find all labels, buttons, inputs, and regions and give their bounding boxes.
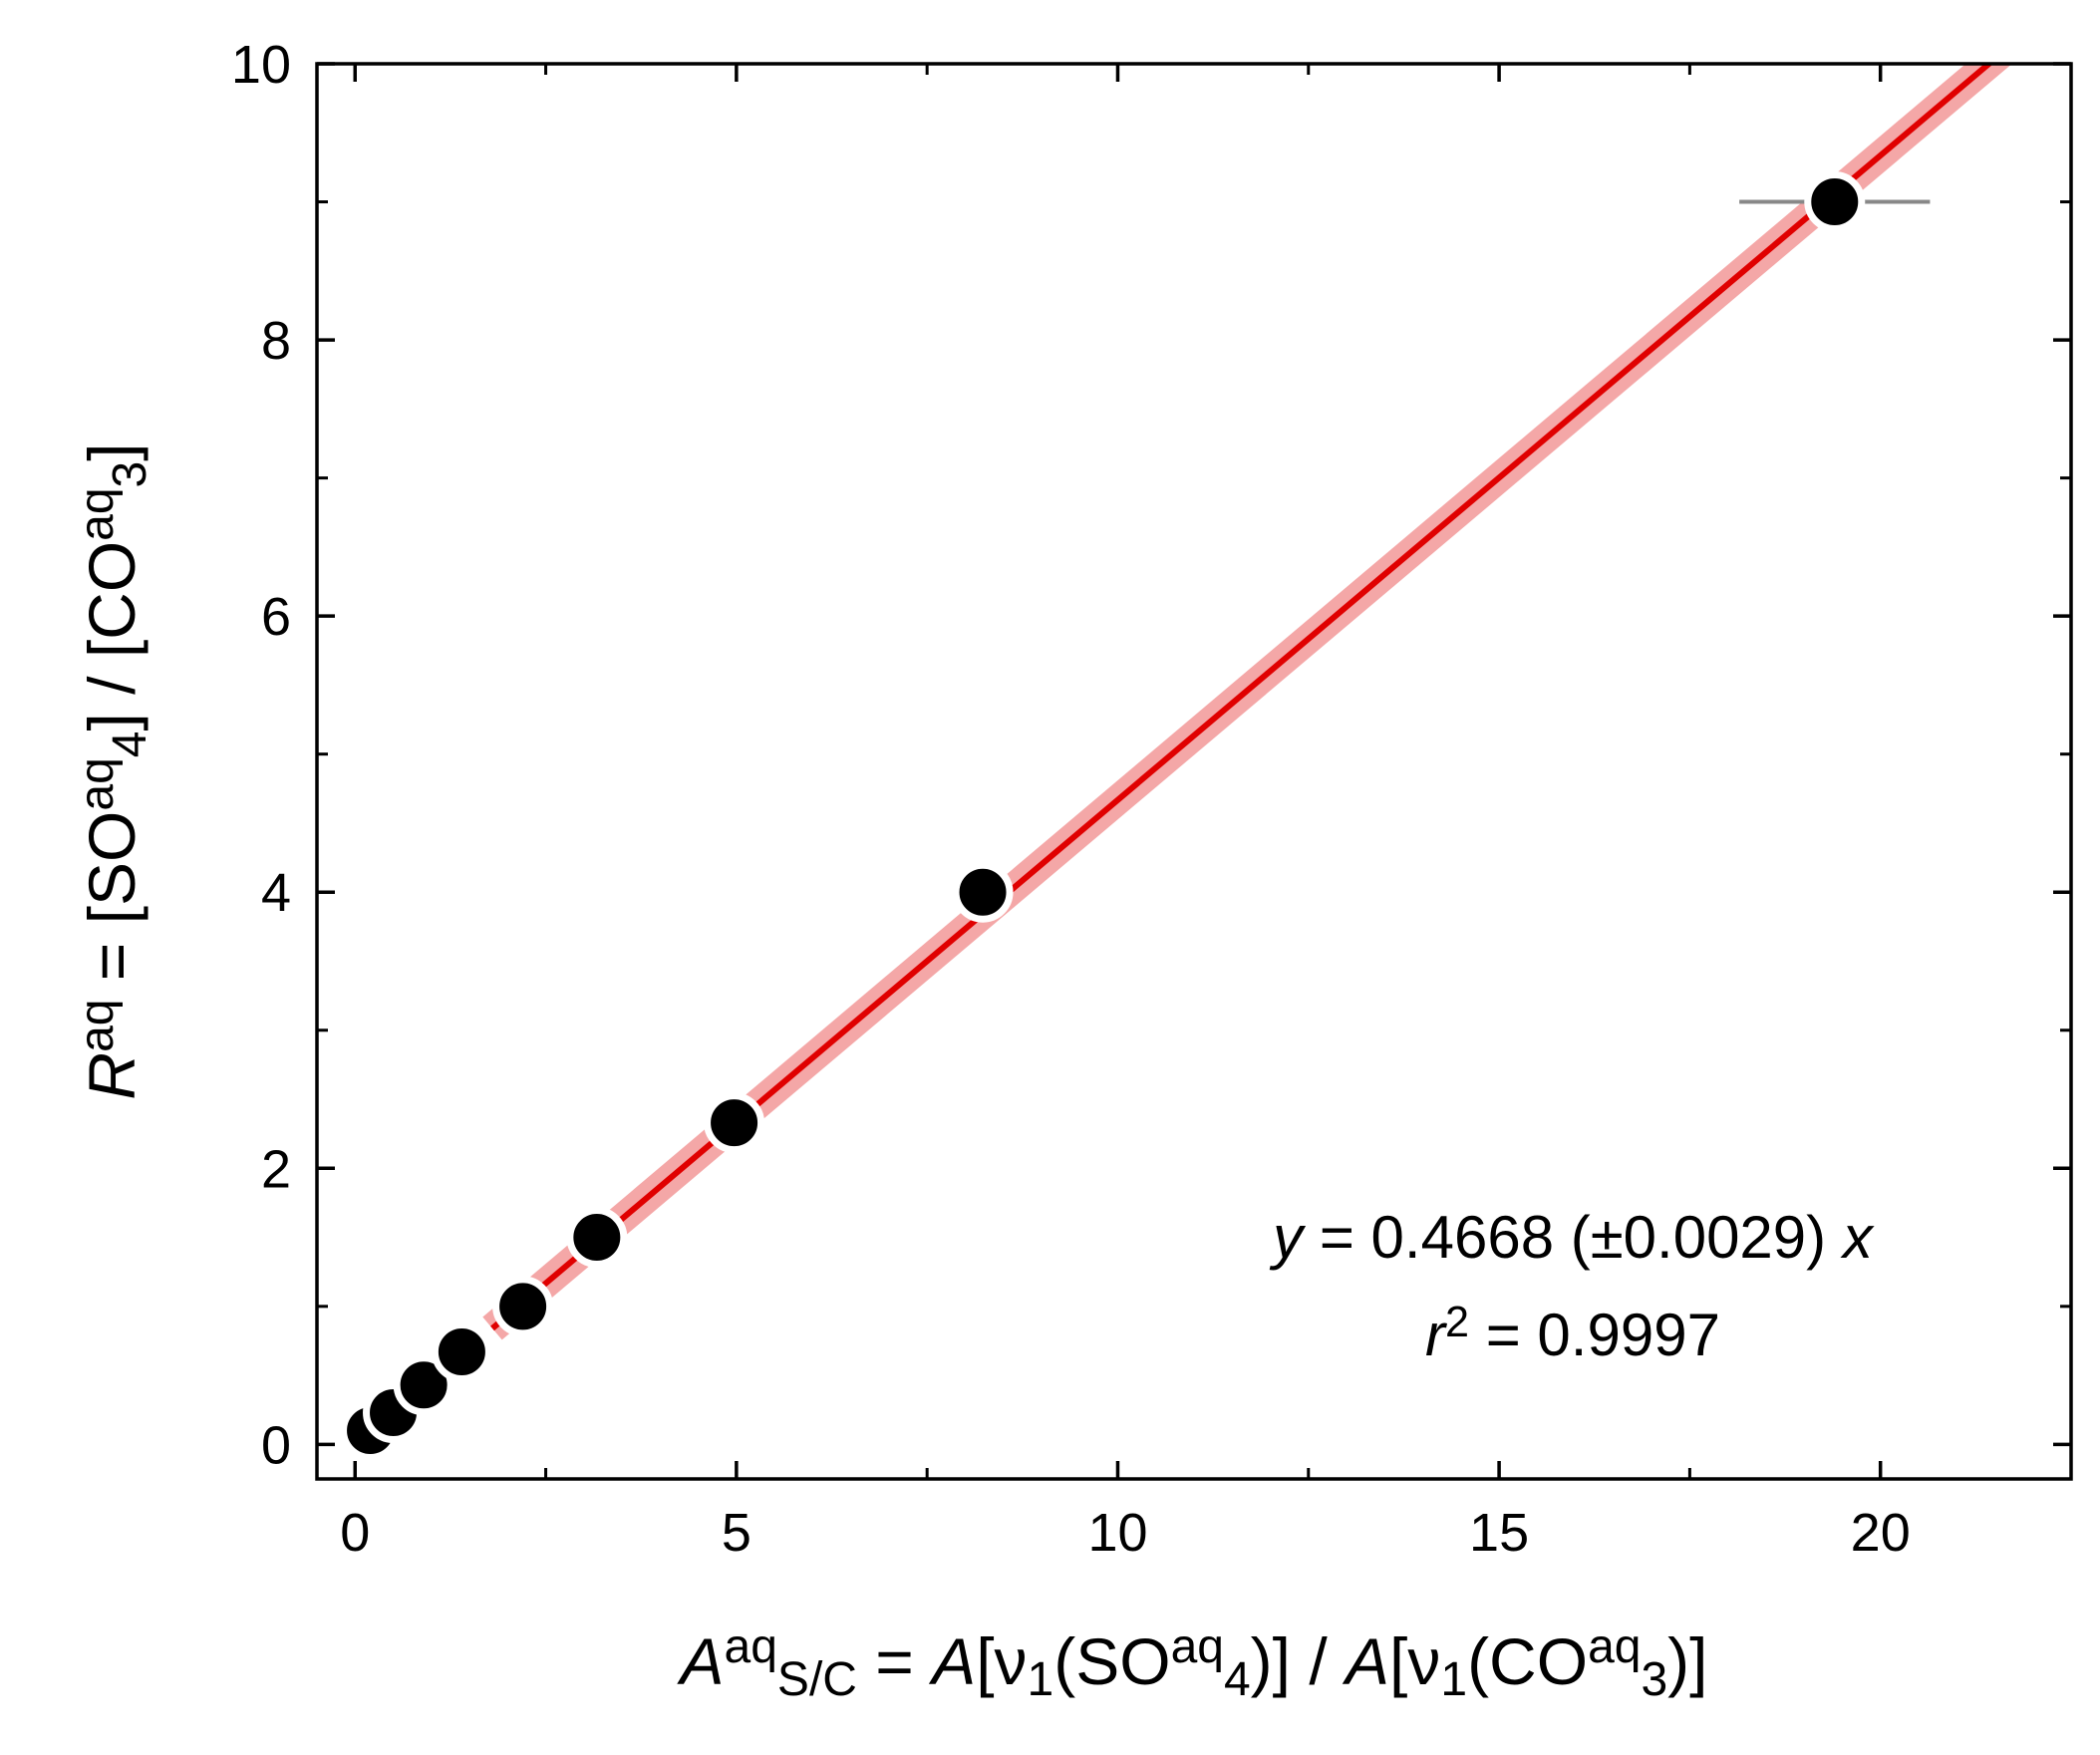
y-axis-label: Raq = [SOaq4] / [COaq3] bbox=[71, 442, 155, 1099]
point-layer bbox=[340, 171, 1866, 1462]
label-part: R bbox=[75, 1052, 149, 1100]
x-tick-label: 10 bbox=[1087, 1503, 1147, 1563]
label-part: [ν bbox=[976, 1624, 1027, 1698]
label-part: y bbox=[1269, 1204, 1307, 1271]
label-part: (SO bbox=[1053, 1624, 1170, 1698]
label-part: x bbox=[1840, 1204, 1875, 1271]
data-point bbox=[492, 1276, 554, 1337]
label-part: A bbox=[1342, 1624, 1389, 1698]
label-part: 1 bbox=[1028, 1653, 1054, 1706]
x-tick-label: 15 bbox=[1469, 1503, 1529, 1563]
y-tick-label: 6 bbox=[261, 587, 291, 647]
label-part: 0.0029) bbox=[1624, 1204, 1843, 1271]
label-part: = [SO bbox=[75, 811, 149, 1000]
label-part: A bbox=[928, 1624, 976, 1698]
y-tick-label: 4 bbox=[261, 863, 291, 923]
label-part: 3 bbox=[1641, 1653, 1667, 1706]
x-axis-label: AaqS/C = A[ν1(SOaq4)] / A[ν1(COaq3)] bbox=[677, 1620, 1708, 1705]
label-part: 4 bbox=[1224, 1653, 1251, 1706]
label-part: 4 bbox=[104, 731, 156, 758]
x-tick-label: 5 bbox=[722, 1503, 751, 1563]
label-part: = 0.4668 (± bbox=[1303, 1204, 1623, 1271]
label-part: )] bbox=[1667, 1624, 1707, 1698]
data-point bbox=[952, 861, 1014, 923]
y-tick-label: 8 bbox=[261, 311, 291, 371]
label-part: [ν bbox=[1389, 1624, 1440, 1698]
fit-r-squared: r2 = 0.9997 bbox=[1425, 1299, 1720, 1368]
label-part: )] / bbox=[1251, 1624, 1346, 1698]
fit-equation: y = 0.4668 (±0.0029) x bbox=[1269, 1204, 1875, 1271]
y-tick-label: 2 bbox=[261, 1139, 291, 1199]
label-part: (CO bbox=[1467, 1624, 1588, 1698]
label-part: aq bbox=[1171, 1620, 1224, 1673]
label-part: S/C bbox=[777, 1653, 857, 1706]
label-part: r bbox=[1425, 1302, 1447, 1368]
data-point bbox=[566, 1207, 628, 1269]
x-tick-label: 20 bbox=[1851, 1503, 1911, 1563]
y-tick-label: 0 bbox=[261, 1415, 291, 1475]
label-part: ] / [CO bbox=[75, 541, 149, 731]
label-part: aq bbox=[71, 757, 124, 810]
axes-layer: 0 5 10 15 20 0 2 4 6 8 10 bbox=[231, 35, 2073, 1563]
label-part: aq bbox=[725, 1620, 777, 1673]
label-part: aq bbox=[71, 1000, 124, 1052]
label-part: ] bbox=[75, 442, 149, 460]
label-part: = bbox=[857, 1624, 932, 1698]
label-part: = 0.9997 bbox=[1469, 1302, 1720, 1368]
label-part: 3 bbox=[104, 461, 156, 488]
label-part: 1 bbox=[1440, 1653, 1467, 1706]
data-point bbox=[704, 1092, 765, 1154]
label-part: aq bbox=[71, 487, 124, 540]
label-part: 2 bbox=[1445, 1299, 1469, 1346]
data-point bbox=[1804, 171, 1866, 233]
data-point bbox=[393, 1354, 454, 1416]
plot-frame bbox=[315, 62, 2073, 1481]
label-layer: AaqS/C = A[ν1(SOaq4)] / A[ν1(COaq3)]Raq … bbox=[71, 442, 1874, 1705]
label-part: A bbox=[677, 1624, 725, 1698]
y-tick-label: 10 bbox=[231, 35, 291, 95]
x-tick-label: 0 bbox=[340, 1503, 370, 1563]
label-part: aq bbox=[1588, 1620, 1641, 1673]
data-point bbox=[431, 1321, 492, 1383]
